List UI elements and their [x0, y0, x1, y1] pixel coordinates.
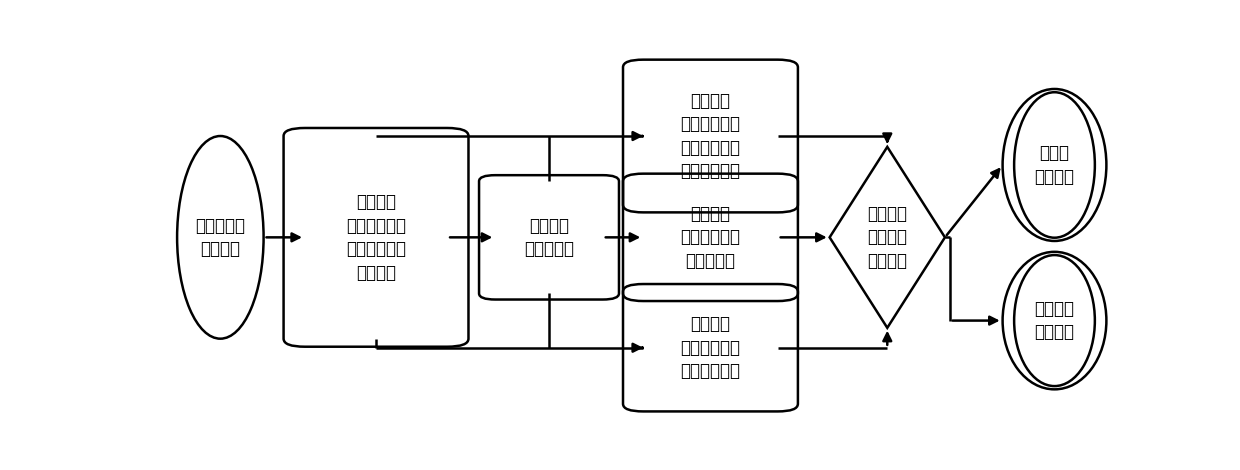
Text: 选取冰碛土
新鲜断面: 选取冰碛土 新鲜断面 — [196, 217, 246, 258]
Text: 第一步：
简易测试含水
率、天然密、
粘粒含量: 第一步： 简易测试含水 率、天然密、 粘粒含量 — [346, 193, 405, 282]
Text: 第三步：
估算压缩系数
及压缩模量: 第三步： 估算压缩系数 及压缩模量 — [681, 205, 740, 270]
Text: 第四步：
估算粘聚力、
内摩擦角、无
侧限抗压强度: 第四步： 估算粘聚力、 内摩擦角、无 侧限抗压强度 — [681, 92, 740, 180]
Text: 不稳定：
详细勘查: 不稳定： 详细勘查 — [1034, 300, 1075, 341]
Text: 第二步：
估算孔隙比: 第二步： 估算孔隙比 — [525, 217, 574, 258]
Text: 稳定：
整理结束: 稳定： 整理结束 — [1034, 144, 1075, 186]
Text: 第五步：
估算渗透系数
及自由膨胀率: 第五步： 估算渗透系数 及自由膨胀率 — [681, 315, 740, 380]
Text: 力学性能
及稳定性
快速评价: 力学性能 及稳定性 快速评价 — [867, 205, 908, 270]
